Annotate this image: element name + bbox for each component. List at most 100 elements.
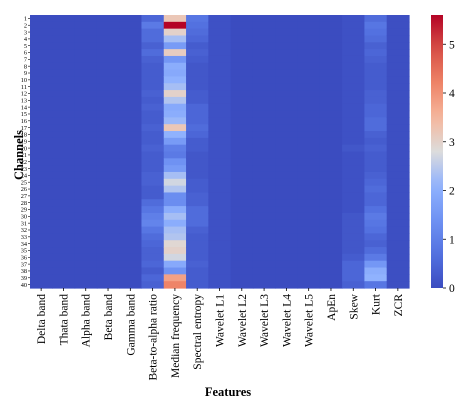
heatmap-cell	[342, 21, 366, 30]
heatmap-cell	[297, 117, 321, 125]
heatmap-cell	[52, 62, 76, 71]
heatmap-cell	[119, 240, 143, 248]
heatmap-cell	[364, 185, 388, 194]
heatmap-cell	[319, 240, 343, 248]
heatmap-cell	[364, 281, 388, 289]
heatmap-cell	[386, 69, 410, 78]
heatmap-cell	[230, 281, 254, 289]
heatmap-cell	[186, 171, 209, 180]
heatmap-cell	[119, 131, 143, 139]
heatmap-cell	[230, 226, 254, 234]
heatmap-cell	[74, 233, 98, 241]
heatmap-cell	[186, 199, 209, 207]
heatmap-cell	[30, 42, 53, 50]
heatmap-cell	[141, 55, 165, 64]
heatmap-cell	[364, 267, 388, 275]
heatmap-cell	[364, 165, 388, 173]
heatmap-cell	[163, 199, 187, 207]
heatmap-cell	[74, 281, 98, 289]
heatmap-cell	[163, 69, 187, 78]
heatmap-cell	[297, 144, 321, 153]
heatmap-cell	[119, 274, 143, 282]
heatmap-cell	[96, 260, 120, 269]
heatmap-cell	[119, 260, 143, 269]
heatmap-cell	[297, 233, 321, 241]
heatmap-cell	[208, 35, 232, 43]
heatmap-cell	[386, 192, 410, 200]
heatmap-cell	[163, 165, 187, 173]
heatmap-cell	[319, 233, 343, 241]
heatmap-cell	[230, 62, 254, 71]
y-tick-label: 28	[21, 200, 27, 207]
heatmap-cell	[230, 90, 254, 98]
y-tick-label: 10	[21, 77, 27, 84]
heatmap-cell	[186, 117, 209, 125]
heatmap-cell	[208, 90, 232, 98]
heatmap-cell	[319, 267, 343, 275]
heatmap-cell	[186, 35, 209, 43]
heatmap-cell	[230, 124, 254, 132]
heatmap-cell	[319, 253, 343, 262]
heatmap-cell	[230, 247, 254, 255]
heatmap-cell	[96, 69, 120, 78]
heatmap-cell	[141, 281, 165, 289]
heatmap-cell	[96, 151, 120, 159]
heatmap-cell	[119, 178, 143, 187]
heatmap-cell	[275, 49, 299, 57]
heatmap-cell	[230, 137, 254, 146]
heatmap-cell	[319, 35, 343, 43]
heatmap-cell	[74, 96, 98, 105]
colorbar	[431, 15, 443, 288]
heatmap-cell	[30, 62, 53, 71]
heatmap-cell	[342, 49, 366, 57]
heatmap-cell	[230, 42, 254, 50]
heatmap-cell	[119, 69, 143, 78]
heatmap-cell	[96, 199, 120, 207]
heatmap-cell	[141, 42, 165, 50]
heatmap-cell	[319, 103, 343, 112]
heatmap-cell	[230, 21, 254, 30]
heatmap-cell	[141, 110, 165, 118]
heatmap-cell	[119, 137, 143, 146]
heatmap-cell	[30, 158, 53, 166]
x-tick-label: Median frequency	[170, 294, 182, 378]
heatmap-cell	[208, 144, 232, 153]
heatmap-cell	[163, 158, 187, 166]
y-tick-label: 16	[21, 118, 27, 125]
y-tick-label: 23	[21, 166, 27, 173]
heatmap-cell	[141, 131, 165, 139]
heatmap-cell	[386, 274, 410, 282]
heatmap-cell	[119, 185, 143, 194]
heatmap-cell	[52, 21, 76, 30]
heatmap-cell	[252, 281, 276, 289]
heatmap-cell	[208, 178, 232, 187]
heatmap-cell	[208, 171, 232, 180]
heatmap-cell	[342, 240, 366, 248]
heatmap-cell	[364, 131, 388, 139]
heatmap-cell	[252, 185, 276, 194]
heatmap-cell	[52, 274, 76, 282]
heatmap-cell	[96, 185, 120, 194]
heatmap-cell	[186, 15, 209, 23]
heatmap-cell	[74, 28, 98, 37]
heatmap-cell	[364, 96, 388, 105]
colorbar-tick-label: 5	[449, 39, 455, 51]
y-tick-label: 33	[21, 234, 27, 241]
heatmap-cell	[386, 15, 410, 23]
heatmap-cell	[208, 281, 232, 289]
heatmap-cell	[386, 151, 410, 159]
heatmap-cell	[342, 192, 366, 200]
heatmap-cell	[30, 281, 53, 289]
x-tick-label: Wavelet L5	[304, 294, 316, 347]
heatmap-cell	[96, 131, 120, 139]
heatmap-cell	[342, 137, 366, 146]
x-tick-label: Beta-to-alpha ratio	[148, 294, 160, 381]
heatmap-cell	[119, 199, 143, 207]
heatmap-cell	[364, 247, 388, 255]
x-tick-label: Thata band	[58, 294, 70, 346]
heatmap-cell	[141, 206, 165, 214]
heatmap-cell	[30, 212, 53, 221]
heatmap-cell	[364, 15, 388, 23]
heatmap-cell	[364, 253, 388, 262]
heatmap-cell	[208, 124, 232, 132]
